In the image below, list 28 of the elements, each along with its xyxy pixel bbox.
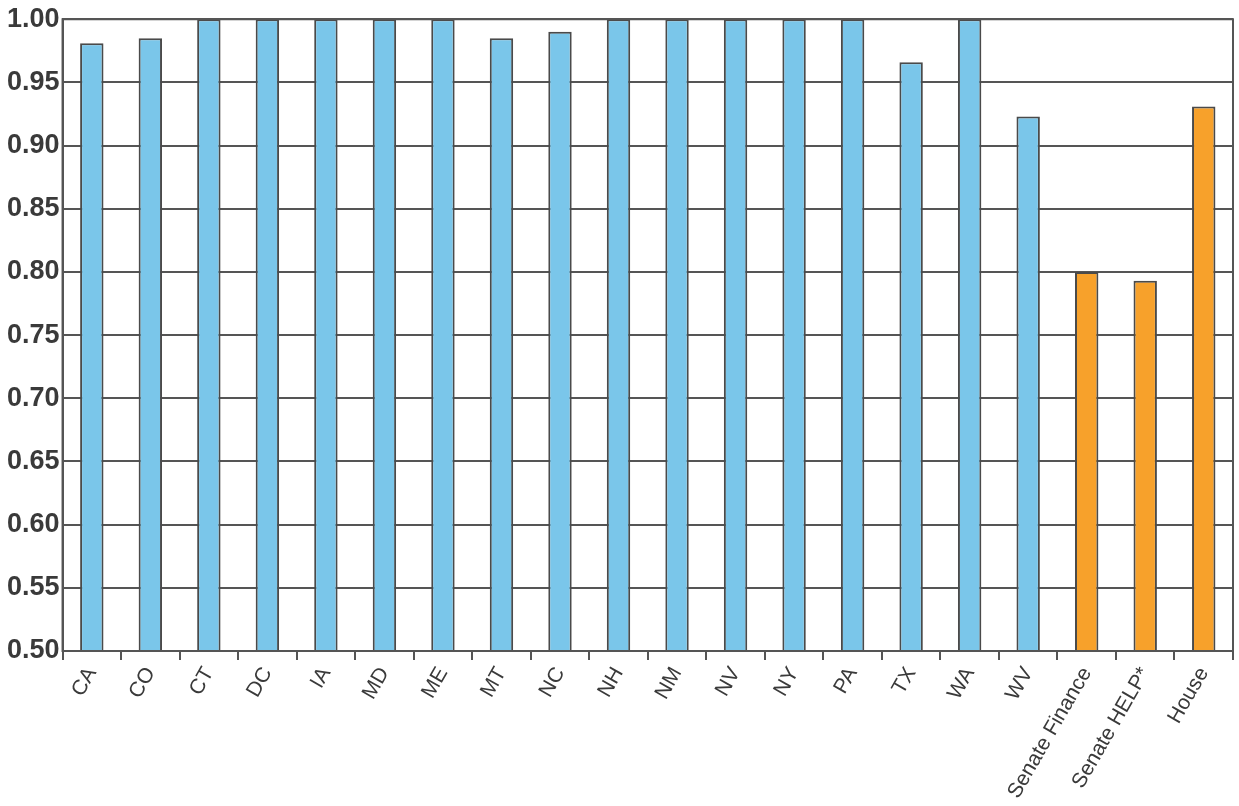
y-tick-label: 0.55 [6,571,60,602]
x-tick-label: NY [768,662,803,700]
y-tick-label: 0.95 [6,65,60,96]
y-tick-label: 0.65 [6,444,60,475]
x-tick-label: ME [415,662,452,702]
y-tick-label: 0.60 [6,508,60,539]
x-tick-label: CT [183,662,218,699]
x-tick-label: PA [827,662,862,698]
x-tick-label: DC [240,662,276,701]
x-tick-label: NC [533,662,569,701]
x-tick-label: MT [474,662,511,701]
y-tick-label: 1.00 [6,2,60,33]
y-tick-label: 0.80 [6,255,60,286]
x-tick-label: NH [591,662,627,701]
x-tick-label: NV [709,662,745,700]
x-tick-label: CA [65,662,101,700]
x-tick-label: TX [886,662,920,698]
x-tick-label: MD [356,662,393,703]
x-tick-label: WV [999,662,1037,704]
x-tick-label: NM [649,662,686,703]
y-tick-label: 0.70 [6,381,60,412]
y-tick-label: 0.85 [6,192,60,223]
x-tick-label: WA [941,662,979,703]
x-tick-label: CO [123,662,159,702]
y-tick-label: 0.50 [6,634,60,665]
x-tick-label: IA [304,662,335,692]
y-tick-label: 0.90 [6,129,60,160]
y-tick-label: 0.75 [6,318,60,349]
